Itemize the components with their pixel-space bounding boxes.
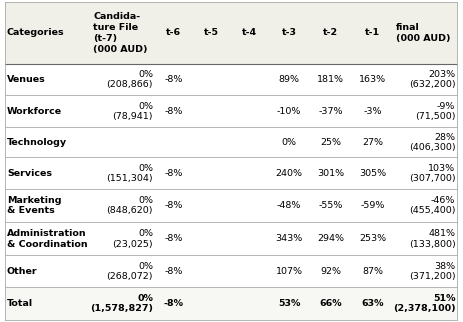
Text: final
(000 AUD): final (000 AUD) [395, 23, 449, 43]
Text: 87%: 87% [361, 267, 382, 276]
Text: 0%
(848,620): 0% (848,620) [106, 196, 153, 215]
Text: t-2: t-2 [322, 28, 338, 37]
Text: Other: Other [7, 267, 38, 276]
Text: 63%: 63% [360, 299, 383, 308]
Text: 0%
(151,304): 0% (151,304) [106, 164, 153, 183]
Text: Venues: Venues [7, 75, 45, 84]
Text: 163%: 163% [358, 75, 385, 84]
Text: -8%: -8% [164, 234, 182, 243]
Text: 92%: 92% [319, 267, 340, 276]
Text: 181%: 181% [317, 75, 344, 84]
Text: Total: Total [7, 299, 33, 308]
Text: -46%
(455,400): -46% (455,400) [408, 196, 454, 215]
Text: -3%: -3% [363, 107, 381, 116]
Text: -8%: -8% [164, 267, 182, 276]
Bar [5, 127, 456, 157]
Text: t-4: t-4 [241, 28, 257, 37]
Text: -8%: -8% [164, 201, 182, 210]
Text: -8%: -8% [163, 299, 183, 308]
Text: 0%
(78,941): 0% (78,941) [112, 102, 153, 121]
Text: 107%: 107% [275, 267, 302, 276]
Text: Marketing
& Events: Marketing & Events [7, 196, 61, 215]
Text: 343%: 343% [275, 234, 302, 243]
Text: 0%: 0% [281, 138, 296, 147]
Text: 89%: 89% [278, 75, 299, 84]
Text: -48%: -48% [276, 201, 300, 210]
Text: Technology: Technology [7, 138, 67, 147]
Bar [5, 255, 456, 287]
Text: Administration
& Coordination: Administration & Coordination [7, 229, 88, 249]
Text: Services: Services [7, 169, 52, 178]
Text: t-3: t-3 [281, 28, 296, 37]
Bar [5, 189, 456, 222]
Text: -10%: -10% [276, 107, 300, 116]
Text: 305%: 305% [358, 169, 385, 178]
Bar [5, 95, 456, 127]
Text: -37%: -37% [318, 107, 342, 116]
Text: -59%: -59% [359, 201, 384, 210]
Text: -9%
(71,500): -9% (71,500) [414, 102, 454, 121]
Text: 103%
(307,700): 103% (307,700) [408, 164, 454, 183]
Text: 25%: 25% [319, 138, 340, 147]
Text: 51%
(2,378,100): 51% (2,378,100) [392, 294, 454, 314]
Text: 0%
(1,578,827): 0% (1,578,827) [90, 294, 153, 314]
Bar [5, 157, 456, 189]
Text: 38%
(371,200): 38% (371,200) [408, 262, 454, 281]
Text: Workforce: Workforce [7, 107, 62, 116]
Text: 301%: 301% [317, 169, 344, 178]
Text: t-6: t-6 [166, 28, 181, 37]
Text: 0%
(208,866): 0% (208,866) [106, 70, 153, 89]
Text: 28%
(406,300): 28% (406,300) [408, 133, 454, 152]
Text: -8%: -8% [164, 107, 182, 116]
Bar [5, 222, 456, 255]
Text: Categories: Categories [7, 28, 64, 37]
Text: 481%
(133,800): 481% (133,800) [408, 229, 454, 249]
Text: 0%
(23,025): 0% (23,025) [112, 229, 153, 249]
Text: 294%: 294% [317, 234, 344, 243]
Text: t-5: t-5 [204, 28, 219, 37]
Bar [5, 2, 456, 64]
Text: 66%: 66% [319, 299, 341, 308]
Text: 203%
(632,200): 203% (632,200) [408, 70, 454, 89]
Text: 0%
(268,072): 0% (268,072) [106, 262, 153, 281]
Text: t-1: t-1 [364, 28, 379, 37]
Text: -8%: -8% [164, 169, 182, 178]
Text: -55%: -55% [318, 201, 342, 210]
Bar [5, 287, 456, 320]
Text: 53%: 53% [277, 299, 300, 308]
Text: 240%: 240% [275, 169, 302, 178]
Text: -8%: -8% [164, 75, 182, 84]
Text: 27%: 27% [361, 138, 382, 147]
Bar [5, 64, 456, 95]
Text: 253%: 253% [358, 234, 385, 243]
Text: Candida-
ture File
(t-7)
(000 AUD): Candida- ture File (t-7) (000 AUD) [93, 12, 147, 54]
